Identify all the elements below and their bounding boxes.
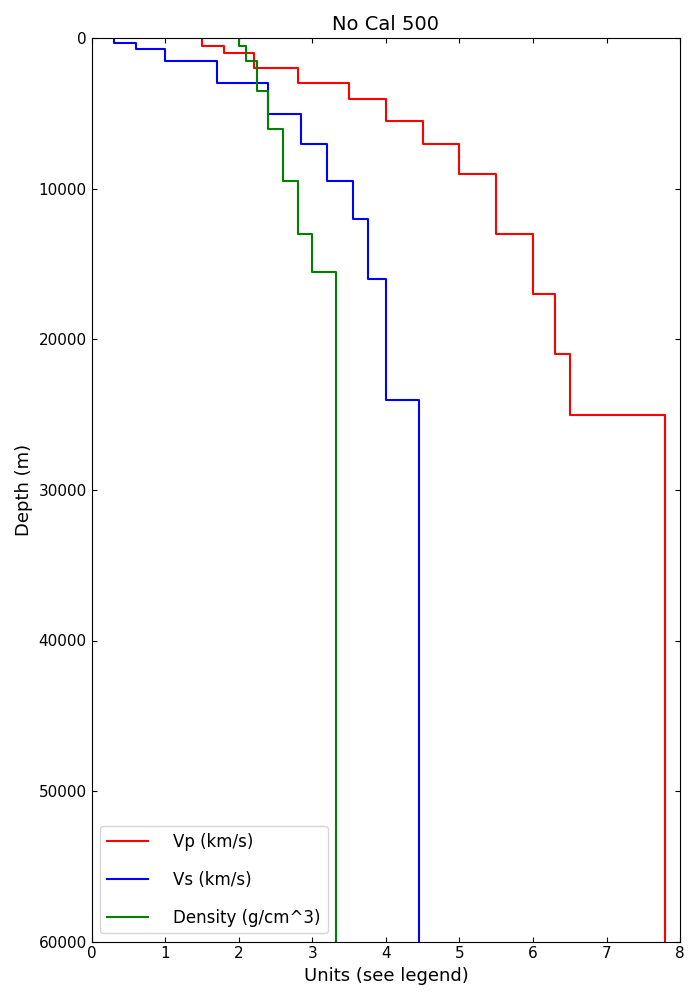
Vs (km/s) bbox=[382, 273, 390, 285]
Vp (km/s) bbox=[566, 348, 574, 360]
X-axis label: Units (see legend): Units (see legend) bbox=[304, 967, 468, 985]
Vp (km/s) bbox=[249, 47, 258, 59]
Density (g/cm^3) bbox=[242, 40, 251, 52]
Title: No Cal 500: No Cal 500 bbox=[332, 15, 440, 34]
Density (g/cm^3) bbox=[253, 55, 261, 67]
Density (g/cm^3) bbox=[308, 266, 316, 278]
Legend: Vp (km/s), Vs (km/s), Density (g/cm^3): Vp (km/s), Vs (km/s), Density (g/cm^3) bbox=[100, 826, 328, 933]
Density (g/cm^3) bbox=[242, 55, 251, 67]
Density (g/cm^3) bbox=[279, 175, 287, 187]
Vs (km/s) bbox=[323, 138, 331, 150]
Vp (km/s) bbox=[492, 228, 500, 240]
Vp (km/s) bbox=[220, 47, 228, 59]
Vs (km/s) bbox=[109, 32, 118, 44]
Density (g/cm^3) bbox=[332, 936, 340, 948]
Density (g/cm^3) bbox=[234, 32, 243, 44]
Vs (km/s) bbox=[382, 394, 390, 406]
Vp (km/s) bbox=[345, 77, 354, 89]
Vp (km/s) bbox=[419, 138, 427, 150]
Vp (km/s) bbox=[198, 40, 206, 52]
Vp (km/s) bbox=[293, 77, 302, 89]
Vs (km/s) bbox=[415, 936, 424, 948]
Density (g/cm^3) bbox=[253, 85, 261, 97]
Density (g/cm^3) bbox=[293, 228, 302, 240]
Vs (km/s) bbox=[349, 175, 357, 187]
Density (g/cm^3) bbox=[308, 228, 316, 240]
Vp (km/s) bbox=[662, 936, 670, 948]
Vp (km/s) bbox=[419, 115, 427, 127]
Vp (km/s) bbox=[455, 138, 463, 150]
Vp (km/s) bbox=[293, 62, 302, 74]
Vp (km/s) bbox=[551, 348, 559, 360]
Vs (km/s) bbox=[161, 43, 169, 55]
Vp (km/s) bbox=[382, 93, 390, 105]
Vp (km/s) bbox=[529, 288, 538, 300]
Vp (km/s) bbox=[566, 409, 574, 421]
Vp (km/s) bbox=[492, 168, 500, 180]
Line: Vs (km/s): Vs (km/s) bbox=[113, 38, 419, 942]
Vs (km/s) bbox=[297, 108, 305, 120]
Density (g/cm^3) bbox=[332, 266, 340, 278]
Vs (km/s) bbox=[264, 108, 272, 120]
Density (g/cm^3) bbox=[332, 936, 340, 948]
Vp (km/s) bbox=[220, 40, 228, 52]
Vp (km/s) bbox=[662, 409, 670, 421]
Vs (km/s) bbox=[415, 394, 424, 406]
Vs (km/s) bbox=[323, 175, 331, 187]
Vs (km/s) bbox=[132, 37, 140, 49]
Density (g/cm^3) bbox=[279, 123, 287, 135]
Vp (km/s) bbox=[662, 936, 670, 948]
Vs (km/s) bbox=[213, 55, 221, 67]
Vs (km/s) bbox=[363, 213, 372, 225]
Vs (km/s) bbox=[132, 43, 140, 55]
Density (g/cm^3) bbox=[234, 40, 243, 52]
Vs (km/s) bbox=[109, 37, 118, 49]
Vp (km/s) bbox=[551, 288, 559, 300]
Density (g/cm^3) bbox=[264, 123, 272, 135]
Vs (km/s) bbox=[349, 213, 357, 225]
Vs (km/s) bbox=[264, 77, 272, 89]
Vs (km/s) bbox=[363, 273, 372, 285]
Vp (km/s) bbox=[455, 168, 463, 180]
Vs (km/s) bbox=[415, 936, 424, 948]
Density (g/cm^3) bbox=[293, 175, 302, 187]
Vs (km/s) bbox=[213, 77, 221, 89]
Y-axis label: Depth (m): Depth (m) bbox=[15, 444, 33, 536]
Vp (km/s) bbox=[529, 228, 538, 240]
Density (g/cm^3) bbox=[264, 85, 272, 97]
Vp (km/s) bbox=[198, 32, 206, 44]
Vs (km/s) bbox=[297, 138, 305, 150]
Vp (km/s) bbox=[382, 115, 390, 127]
Vs (km/s) bbox=[161, 55, 169, 67]
Line: Density (g/cm^3): Density (g/cm^3) bbox=[239, 38, 336, 942]
Vp (km/s) bbox=[345, 93, 354, 105]
Line: Vp (km/s): Vp (km/s) bbox=[202, 38, 666, 942]
Vp (km/s) bbox=[249, 62, 258, 74]
